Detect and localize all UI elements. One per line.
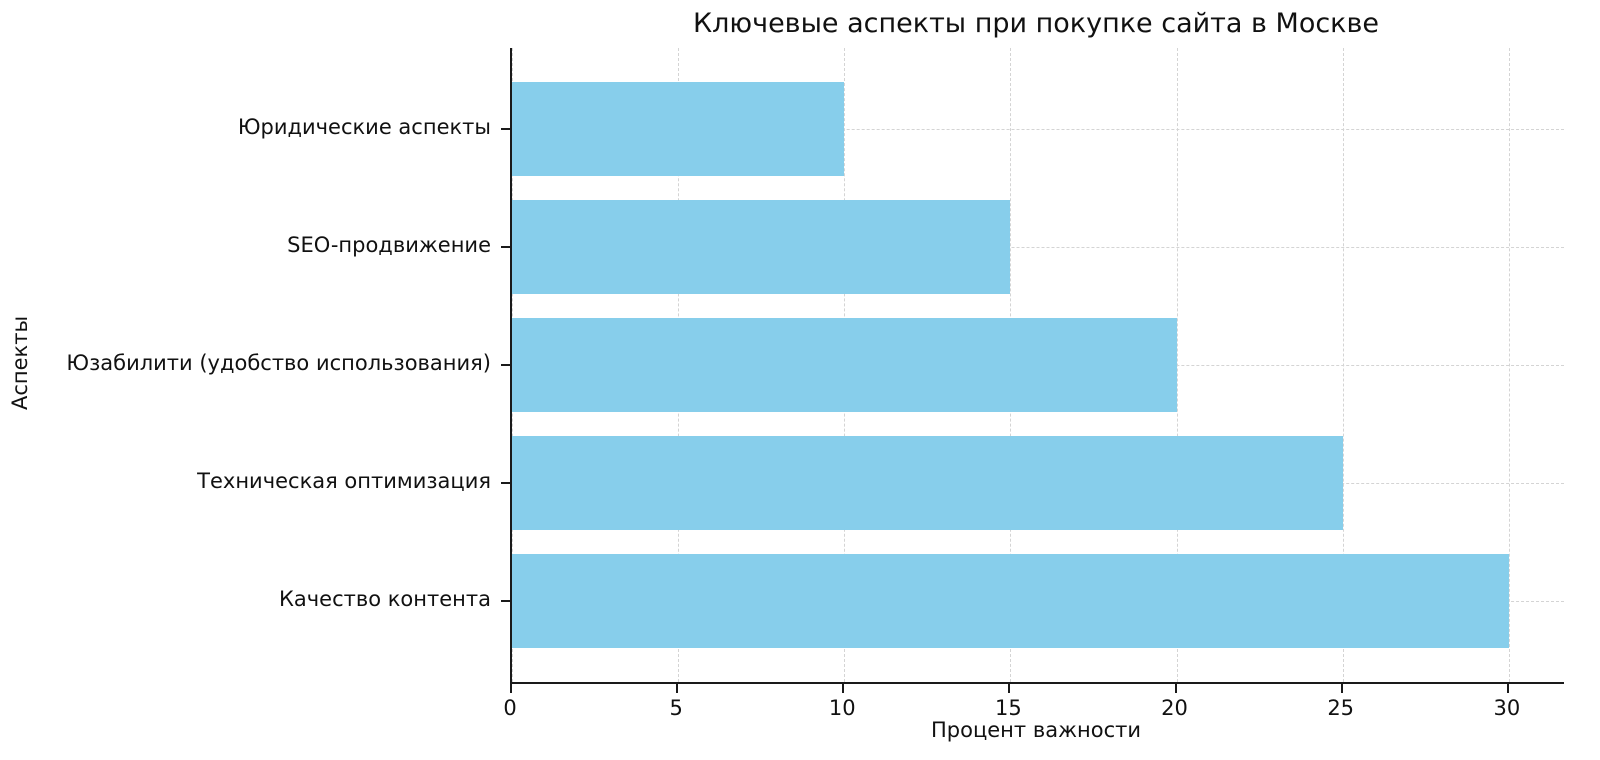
bar bbox=[512, 200, 1010, 294]
horizontal-gridline bbox=[512, 129, 1564, 130]
x-tick-label: 10 bbox=[828, 696, 856, 720]
x-tick-label: 25 bbox=[1327, 696, 1355, 720]
horizontal-gridline bbox=[512, 247, 1564, 248]
x-tick-mark bbox=[842, 684, 845, 693]
y-tick-label: Юридические аспекты bbox=[237, 115, 491, 139]
bar bbox=[512, 554, 1509, 648]
bar bbox=[512, 82, 844, 176]
plot-area bbox=[510, 48, 1564, 684]
x-tick-mark bbox=[1008, 684, 1011, 693]
y-tick-label: Техническая оптимизация bbox=[197, 469, 491, 493]
y-tick-mark bbox=[501, 128, 510, 130]
y-tick-mark bbox=[501, 482, 510, 484]
x-tick-label: 5 bbox=[669, 696, 683, 720]
x-tick-label: 15 bbox=[995, 696, 1022, 720]
x-tick-label: 30 bbox=[1493, 696, 1521, 720]
bar bbox=[512, 436, 1343, 530]
x-tick-mark bbox=[1340, 684, 1343, 693]
chart-title: Ключевые аспекты при покупке сайта в Мос… bbox=[692, 8, 1380, 39]
y-tick-label: Юзабилити (удобство использования) bbox=[66, 351, 491, 375]
y-tick-label: Качество контента bbox=[278, 587, 491, 611]
y-tick-label: SEO-продвижение bbox=[287, 233, 491, 257]
x-tick-label: 20 bbox=[1161, 696, 1188, 720]
x-tick-mark bbox=[510, 684, 512, 693]
x-tick-label: 0 bbox=[503, 696, 517, 720]
x-tick-mark bbox=[1506, 684, 1509, 693]
x-axis-label: Процент важности bbox=[931, 718, 1141, 742]
bar bbox=[512, 318, 1177, 412]
x-tick-mark bbox=[1174, 684, 1177, 693]
y-tick-mark bbox=[501, 246, 510, 248]
y-tick-mark bbox=[501, 600, 510, 602]
y-tick-mark bbox=[501, 364, 510, 366]
x-tick-mark bbox=[676, 684, 679, 693]
